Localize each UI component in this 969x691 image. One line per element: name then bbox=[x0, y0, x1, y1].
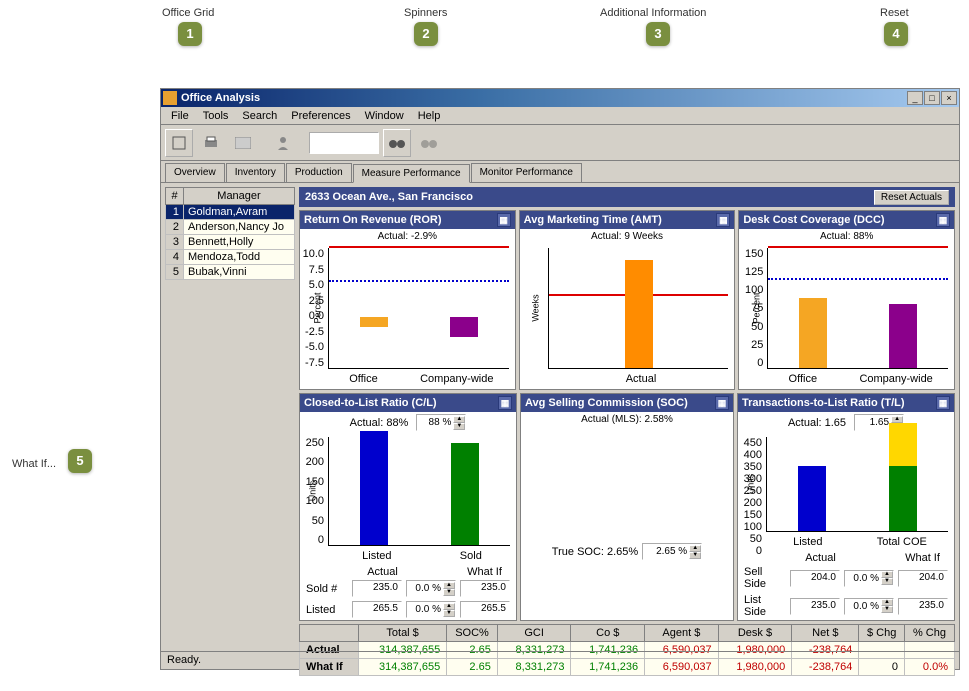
titlebar: Office Analysis _ □ × bbox=[161, 89, 959, 107]
chart-title: Closed-to-List Ratio (C/L) bbox=[304, 397, 437, 409]
chart-dcc: Desk Cost Coverage (DCC)▦ Actual: 88% Pe… bbox=[738, 210, 955, 390]
statusbar: Ready. bbox=[161, 651, 959, 669]
callout-badge-2: 2 bbox=[414, 22, 438, 46]
chart-subtitle: Actual: -2.9% bbox=[300, 229, 515, 244]
app-icon bbox=[163, 91, 177, 105]
sellside-actual: 204.0 bbox=[790, 570, 840, 587]
true-soc-label: True SOC: 2.65% bbox=[552, 546, 638, 558]
minimize-button[interactable]: _ bbox=[907, 91, 923, 105]
tab-inventory[interactable]: Inventory bbox=[226, 163, 285, 182]
grid-row[interactable]: 5Bubak,Vinni bbox=[166, 265, 295, 280]
tool-binoculars[interactable] bbox=[383, 129, 411, 157]
chart-subtitle: Actual: 88% bbox=[739, 229, 954, 244]
tab-measure-performance[interactable]: Measure Performance bbox=[353, 164, 470, 183]
listside-whatif: 235.0 bbox=[898, 598, 948, 615]
menubar: File Tools Search Preferences Window Hel… bbox=[161, 107, 959, 125]
menu-window[interactable]: Window bbox=[359, 108, 410, 124]
chart-subtitle: Actual: 9 Weeks bbox=[520, 229, 735, 244]
grid-header-manager: Manager bbox=[184, 188, 295, 205]
tool-print[interactable] bbox=[197, 129, 225, 157]
true-soc-spinner[interactable]: 2.65 %▲▼ bbox=[642, 543, 702, 560]
listed-whatif: 265.5 bbox=[460, 601, 510, 618]
tool-btn-3[interactable] bbox=[229, 129, 257, 157]
callout-label-4: Reset bbox=[880, 5, 909, 19]
grid-row[interactable]: 2Anderson,Nancy Jo bbox=[166, 220, 295, 235]
sold-whatif: 235.0 bbox=[460, 580, 510, 597]
toolbar bbox=[161, 125, 959, 161]
callout-badge-3: 3 bbox=[646, 22, 670, 46]
callout-label-5: What If... bbox=[12, 456, 56, 470]
chart-title: Desk Cost Coverage (DCC) bbox=[743, 214, 884, 226]
chart-subtitle: Actual (MLS): 2.58% bbox=[521, 412, 733, 427]
tab-production[interactable]: Production bbox=[286, 163, 352, 182]
listside-spinner[interactable]: 0.0 %▲▼ bbox=[844, 598, 894, 615]
y-axis-label: Weeks bbox=[530, 294, 540, 321]
close-button[interactable]: × bbox=[941, 91, 957, 105]
manager-grid: #Manager 1Goldman,Avram 2Anderson,Nancy … bbox=[165, 187, 295, 677]
tool-search-field[interactable] bbox=[309, 132, 379, 154]
chart-cl: Closed-to-List Ratio (C/L)▦ Actual: 88% … bbox=[299, 393, 517, 621]
info-icon[interactable]: ▦ bbox=[497, 213, 511, 227]
grid-row[interactable]: 1Goldman,Avram bbox=[166, 205, 295, 220]
info-icon[interactable]: ▦ bbox=[498, 396, 512, 410]
listside-actual: 235.0 bbox=[790, 598, 840, 615]
callout-badge-5: 5 bbox=[68, 449, 92, 473]
tool-binoculars-2[interactable] bbox=[415, 129, 443, 157]
grid-row[interactable]: 3Bennett,Holly bbox=[166, 235, 295, 250]
chart-title: Return On Revenue (ROR) bbox=[304, 214, 442, 226]
chart-subtitle: Actual: 88% bbox=[350, 417, 409, 429]
tabstrip: Overview Inventory Production Measure Pe… bbox=[161, 161, 959, 183]
chart-title: Avg Marketing Time (AMT) bbox=[524, 214, 662, 226]
sellside-spinner[interactable]: 0.0 %▲▼ bbox=[844, 570, 894, 587]
chart-tl: Transactions-to-List Ratio (T/L) ▦ Actual… bbox=[737, 393, 955, 621]
menu-tools[interactable]: Tools bbox=[197, 108, 235, 124]
tool-btn-1[interactable] bbox=[165, 129, 193, 157]
cl-spinner[interactable]: 88 %▲▼ bbox=[416, 414, 466, 431]
window-title: Office Analysis bbox=[181, 92, 907, 104]
callout-label-1: Office Grid bbox=[162, 5, 214, 19]
callout-label-2: Spinners bbox=[404, 5, 447, 19]
grid-header-num: # bbox=[166, 188, 184, 205]
menu-file[interactable]: File bbox=[165, 108, 195, 124]
grid-row[interactable]: 4Mendoza,Todd bbox=[166, 250, 295, 265]
info-icon[interactable]: ▦ bbox=[936, 213, 950, 227]
chart-amt: Avg Marketing Time (AMT) ▦ Actual: 9 Week… bbox=[519, 210, 736, 390]
tab-monitor-performance[interactable]: Monitor Performance bbox=[471, 163, 582, 182]
callout-label-3: Additional Information bbox=[600, 5, 706, 19]
menu-preferences[interactable]: Preferences bbox=[285, 108, 356, 124]
sold-actual: 235.0 bbox=[352, 580, 402, 597]
menu-search[interactable]: Search bbox=[236, 108, 283, 124]
address-text: 2633 Ocean Ave., San Francisco bbox=[305, 191, 473, 203]
tab-overview[interactable]: Overview bbox=[165, 163, 225, 182]
chart-ror: Return On Revenue (ROR)▦ Actual: -2.9% P… bbox=[299, 210, 516, 390]
sold-spinner[interactable]: 0.0 %▲▼ bbox=[406, 580, 456, 597]
callout-badge-1: 1 bbox=[178, 22, 202, 46]
chart-soc: Avg Selling Commission (SOC) ▦ Actual (ML… bbox=[520, 393, 734, 621]
reset-actuals-button[interactable]: Reset Actuals bbox=[874, 190, 949, 205]
sellside-whatif: 204.0 bbox=[898, 570, 948, 587]
info-icon[interactable]: ▦ bbox=[715, 396, 729, 410]
chart-title: Transactions-to-List Ratio (T/L) bbox=[742, 397, 905, 409]
listed-spinner[interactable]: 0.0 %▲▼ bbox=[406, 601, 456, 618]
maximize-button[interactable]: □ bbox=[924, 91, 940, 105]
chart-title: Avg Selling Commission (SOC) bbox=[525, 397, 688, 409]
chart-subtitle: Actual: 1.65 bbox=[788, 417, 846, 429]
info-icon[interactable]: ▦ bbox=[936, 396, 950, 410]
info-icon[interactable]: ▦ bbox=[716, 213, 730, 227]
tool-user[interactable] bbox=[269, 129, 297, 157]
app-window: Office Analysis _ □ × File Tools Search … bbox=[160, 88, 960, 670]
callout-badge-4: 4 bbox=[884, 22, 908, 46]
listed-actual: 265.5 bbox=[352, 601, 402, 618]
menu-help[interactable]: Help bbox=[412, 108, 447, 124]
address-bar: 2633 Ocean Ave., San Francisco Reset Act… bbox=[299, 187, 955, 207]
